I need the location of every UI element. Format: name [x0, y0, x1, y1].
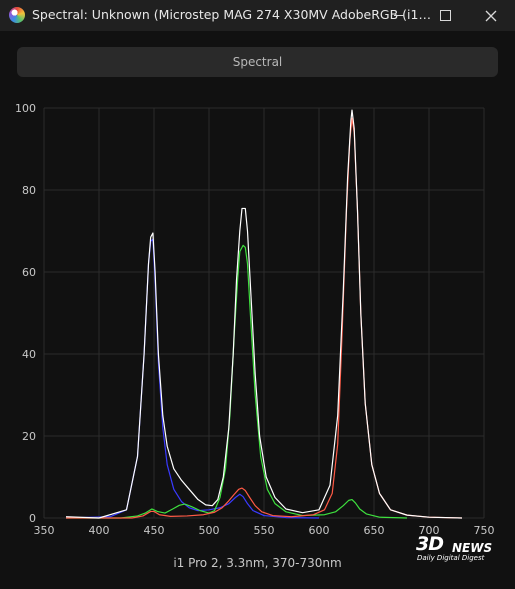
series-line — [65, 109, 463, 519]
y-tick-label: 100 — [15, 102, 36, 115]
watermark-news: NEWS — [452, 541, 493, 555]
chart-series — [65, 109, 463, 519]
minimize-icon — [394, 14, 404, 17]
watermark-tagline: Daily Digital Digest — [417, 554, 485, 562]
x-tick-label: 650 — [364, 524, 385, 537]
window-title: Spectral: Unknown (Microstep MAG 274 X30… — [32, 7, 431, 22]
maximize-icon — [439, 10, 451, 21]
close-icon — [485, 10, 497, 21]
chart-ticks: 350 400 450 500 550 600 650 700 750 0 20 40 60 80 100 — [15, 102, 495, 537]
chart-caption: i1 Pro 2, 3.3nm, 370-730nm — [173, 556, 342, 570]
maximize-button[interactable] — [422, 0, 468, 31]
y-tick-label: 80 — [22, 184, 36, 197]
y-tick-label: 0 — [29, 512, 36, 525]
x-tick-label: 550 — [254, 524, 275, 537]
x-tick-label: 700 — [419, 524, 440, 537]
x-tick-label: 500 — [199, 524, 220, 537]
spectral-button[interactable]: Spectral — [17, 47, 498, 77]
x-tick-label: 350 — [34, 524, 55, 537]
watermark-brand: 3D — [416, 533, 444, 555]
y-tick-label: 40 — [22, 348, 36, 361]
app-icon — [9, 7, 25, 23]
chart-grid — [43, 107, 485, 519]
x-tick-label: 750 — [474, 524, 495, 537]
series-line — [66, 244, 408, 519]
watermark-logo: 3D NEWS Daily Digital Digest — [412, 533, 497, 567]
x-tick-label: 450 — [144, 524, 165, 537]
y-tick-label: 20 — [22, 430, 36, 443]
series-line — [65, 238, 320, 519]
x-tick-label: 400 — [89, 524, 110, 537]
title-bar[interactable]: Spectral: Unknown (Microstep MAG 274 X30… — [0, 0, 515, 31]
x-tick-label: 600 — [309, 524, 330, 537]
y-tick-label: 60 — [22, 266, 36, 279]
minimize-button[interactable] — [376, 0, 422, 31]
spectral-chart: 350 400 450 500 550 600 650 700 750 0 20 40 60 80 100 — [15, 102, 495, 537]
close-button[interactable] — [468, 0, 514, 31]
